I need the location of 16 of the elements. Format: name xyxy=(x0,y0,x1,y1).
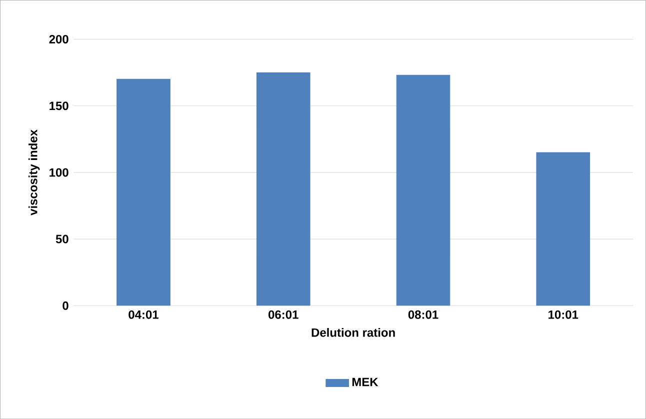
bar xyxy=(116,78,170,306)
bar xyxy=(256,72,310,306)
y-tick-label: 200 xyxy=(49,34,68,44)
bar xyxy=(536,152,590,306)
bar xyxy=(396,74,450,306)
x-tick-label: 08:01 xyxy=(408,310,438,319)
y-tick-label: 150 xyxy=(50,102,68,110)
x-axis-title: Delution ration xyxy=(312,328,395,337)
x-tick-label: 04:01 xyxy=(128,310,158,319)
legend-label: MEK xyxy=(352,378,378,386)
x-tick-label: 06:01 xyxy=(268,310,298,319)
y-tick-label: 50 xyxy=(56,234,68,244)
x-tick-label: 10:01 xyxy=(548,310,578,319)
y-axis-title: viscosity index xyxy=(28,129,40,216)
y-tick-label: 100 xyxy=(50,168,68,177)
y-tick-label: 0 xyxy=(62,301,68,310)
